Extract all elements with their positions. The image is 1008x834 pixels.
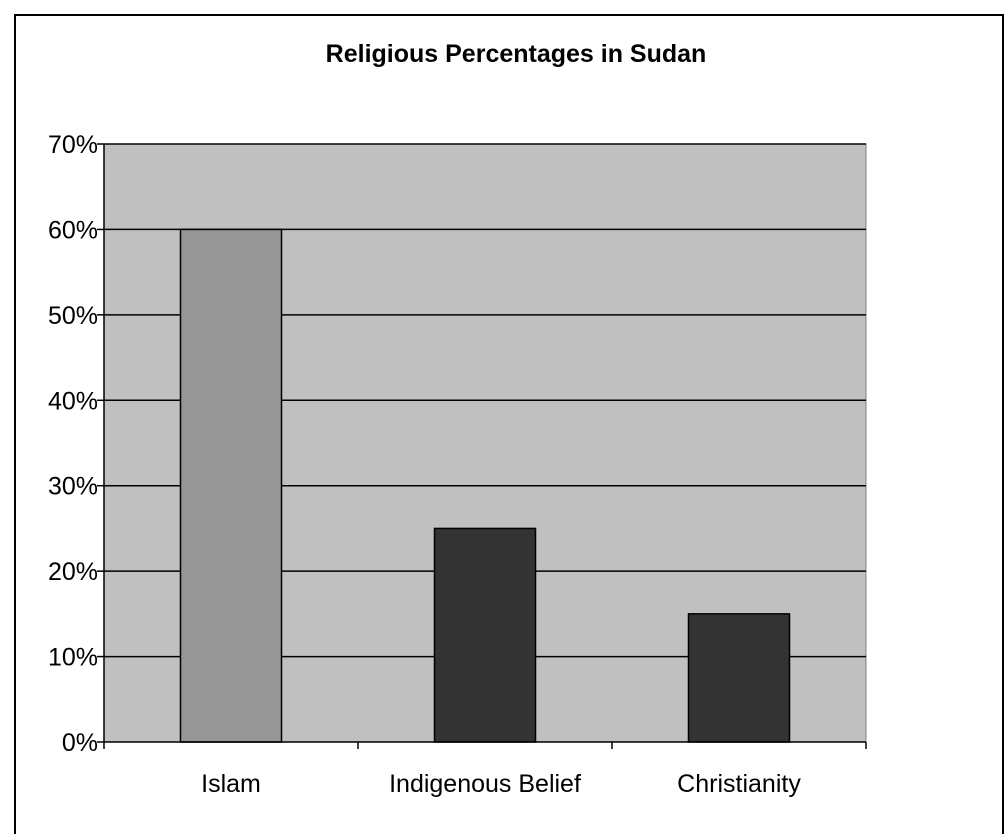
axes xyxy=(97,143,867,749)
bar-islam xyxy=(179,228,283,743)
y-tick-label: 20% xyxy=(48,558,98,586)
bar-christianity xyxy=(687,613,791,743)
y-tick-label: 60% xyxy=(48,216,98,244)
bars xyxy=(179,228,791,743)
y-tick-label: 10% xyxy=(48,644,98,672)
y-tick-labels: 0% 10% 20% 30% 40% 50% 60% 70% xyxy=(48,131,98,757)
y-tick-label: 30% xyxy=(48,473,98,501)
bar-indigenous-belief xyxy=(433,527,537,743)
y-tick-label: 40% xyxy=(48,387,98,415)
y-tick-label: 50% xyxy=(48,302,98,330)
y-tick-label: 70% xyxy=(48,131,98,159)
y-tick-label: 0% xyxy=(62,729,98,757)
x-tick-labels: Islam Indigenous Belief Christianity xyxy=(201,770,801,798)
chart-title: Religious Percentages in Sudan xyxy=(325,40,707,68)
x-tick-label: Christianity xyxy=(677,770,801,798)
x-tick-label: Indigenous Belief xyxy=(389,770,581,798)
x-tick-label: Islam xyxy=(201,770,261,798)
